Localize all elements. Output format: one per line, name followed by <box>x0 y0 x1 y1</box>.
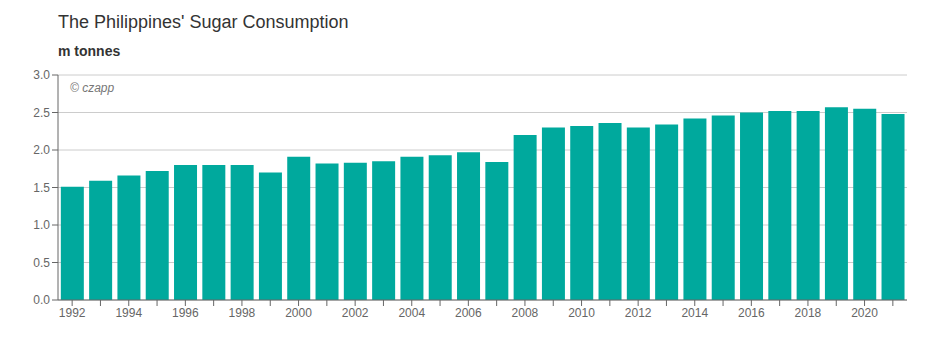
svg-text:2.0: 2.0 <box>33 143 50 157</box>
svg-text:2014: 2014 <box>681 306 708 320</box>
svg-text:2018: 2018 <box>795 306 822 320</box>
svg-text:1994: 1994 <box>115 306 142 320</box>
svg-text:2020: 2020 <box>851 306 878 320</box>
svg-text:0.0: 0.0 <box>33 293 50 307</box>
svg-text:1992: 1992 <box>59 306 86 320</box>
svg-text:1996: 1996 <box>172 306 199 320</box>
svg-text:1.0: 1.0 <box>33 218 50 232</box>
html-text:The Philippines' Sugar Consump: The Philippines' Sugar Consumption <box>58 12 349 32</box>
svg-text:3.0: 3.0 <box>33 68 50 82</box>
svg-text:2.5: 2.5 <box>33 106 50 120</box>
svg-text:2016: 2016 <box>738 306 765 320</box>
svg-text:1.5: 1.5 <box>33 181 50 195</box>
svg-text:2006: 2006 <box>455 306 482 320</box>
svg-text:2004: 2004 <box>398 306 425 320</box>
html-text:m tonnes: m tonnes <box>58 43 121 59</box>
html-text:© czapp: © czapp <box>70 81 115 95</box>
svg-text:2010: 2010 <box>568 306 595 320</box>
svg-text:2012: 2012 <box>625 306 652 320</box>
svg-text:0.5: 0.5 <box>33 256 50 270</box>
svg-text:1998: 1998 <box>229 306 256 320</box>
svg-text:2000: 2000 <box>285 306 312 320</box>
svg-text:2008: 2008 <box>512 306 539 320</box>
svg-text:2002: 2002 <box>342 306 369 320</box>
